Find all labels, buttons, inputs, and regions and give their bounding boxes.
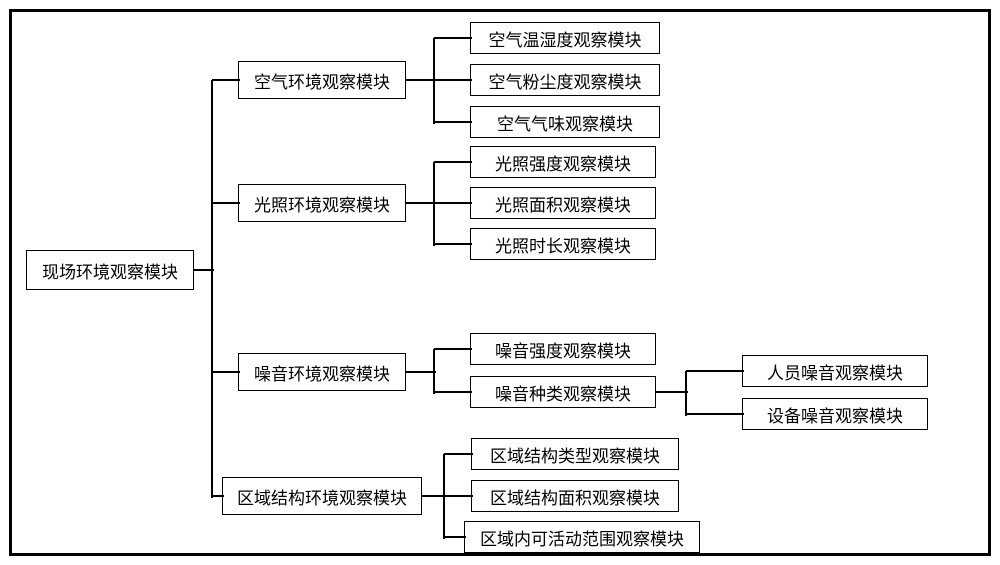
connector	[433, 349, 435, 394]
node-area2: 区域结构面积观察模块	[471, 480, 679, 512]
node-noise2: 噪音种类观察模块	[470, 376, 656, 408]
connector	[434, 79, 472, 81]
node-label: 区域结构面积观察模块	[490, 484, 660, 509]
connector	[433, 38, 435, 124]
node-label: 现场环境观察模块	[42, 258, 178, 283]
node-air: 空气环境观察模块	[238, 61, 406, 99]
node-noise1: 噪音强度观察模块	[470, 333, 656, 365]
node-light2: 光照面积观察模块	[470, 187, 656, 219]
connector	[444, 495, 473, 497]
node-air3: 空气气味观察模块	[470, 106, 660, 138]
node-label: 噪音种类观察模块	[495, 380, 631, 405]
connector	[434, 391, 472, 393]
connector	[685, 371, 687, 416]
node-label: 空气温湿度观察模块	[489, 26, 642, 51]
node-root: 现场环境观察模块	[26, 250, 194, 290]
connector	[422, 495, 446, 497]
node-air2: 空气粉尘度观察模块	[470, 64, 660, 96]
node-label: 空气环境观察模块	[254, 68, 390, 93]
node-light: 光照环境观察模块	[238, 184, 406, 222]
node-n2a: 人员噪音观察模块	[742, 355, 928, 387]
node-label: 噪音强度观察模块	[495, 337, 631, 362]
connector	[656, 391, 688, 393]
node-label: 空气气味观察模块	[497, 110, 633, 135]
node-label: 光照强度观察模块	[495, 150, 631, 175]
node-label: 光照时长观察模块	[495, 232, 631, 257]
node-label: 光照环境观察模块	[254, 191, 390, 216]
node-n2b: 设备噪音观察模块	[742, 398, 928, 430]
connector	[212, 371, 240, 373]
node-label: 人员噪音观察模块	[767, 359, 903, 384]
connector	[444, 453, 473, 455]
node-air1: 空气温湿度观察模块	[470, 22, 660, 54]
node-area3: 区域内可活动范围观察模块	[464, 521, 700, 553]
connector	[434, 161, 472, 163]
node-light1: 光照强度观察模块	[470, 146, 656, 178]
connector	[443, 454, 445, 539]
node-noise: 噪音环境观察模块	[238, 353, 406, 391]
connector	[434, 202, 472, 204]
connector	[444, 536, 466, 538]
node-label: 区域结构类型观察模块	[490, 442, 660, 467]
connector	[406, 202, 436, 204]
connector	[434, 37, 472, 39]
node-label: 噪音环境观察模块	[254, 360, 390, 385]
connector	[212, 202, 240, 204]
connector	[433, 162, 435, 246]
node-area: 区域结构环境观察模块	[222, 477, 422, 515]
node-area1: 区域结构类型观察模块	[471, 438, 679, 470]
connector	[406, 371, 436, 373]
connector	[211, 80, 213, 498]
node-label: 区域结构环境观察模块	[237, 484, 407, 509]
connector	[212, 495, 224, 497]
connector	[212, 79, 240, 81]
connector	[434, 348, 472, 350]
node-label: 光照面积观察模块	[495, 191, 631, 216]
connector	[406, 79, 436, 81]
node-light3: 光照时长观察模块	[470, 228, 656, 260]
node-label: 设备噪音观察模块	[767, 402, 903, 427]
connector	[686, 370, 744, 372]
node-label: 空气粉尘度观察模块	[489, 68, 642, 93]
connector	[434, 121, 472, 123]
connector	[434, 243, 472, 245]
connector	[686, 413, 744, 415]
node-label: 区域内可活动范围观察模块	[480, 525, 684, 550]
